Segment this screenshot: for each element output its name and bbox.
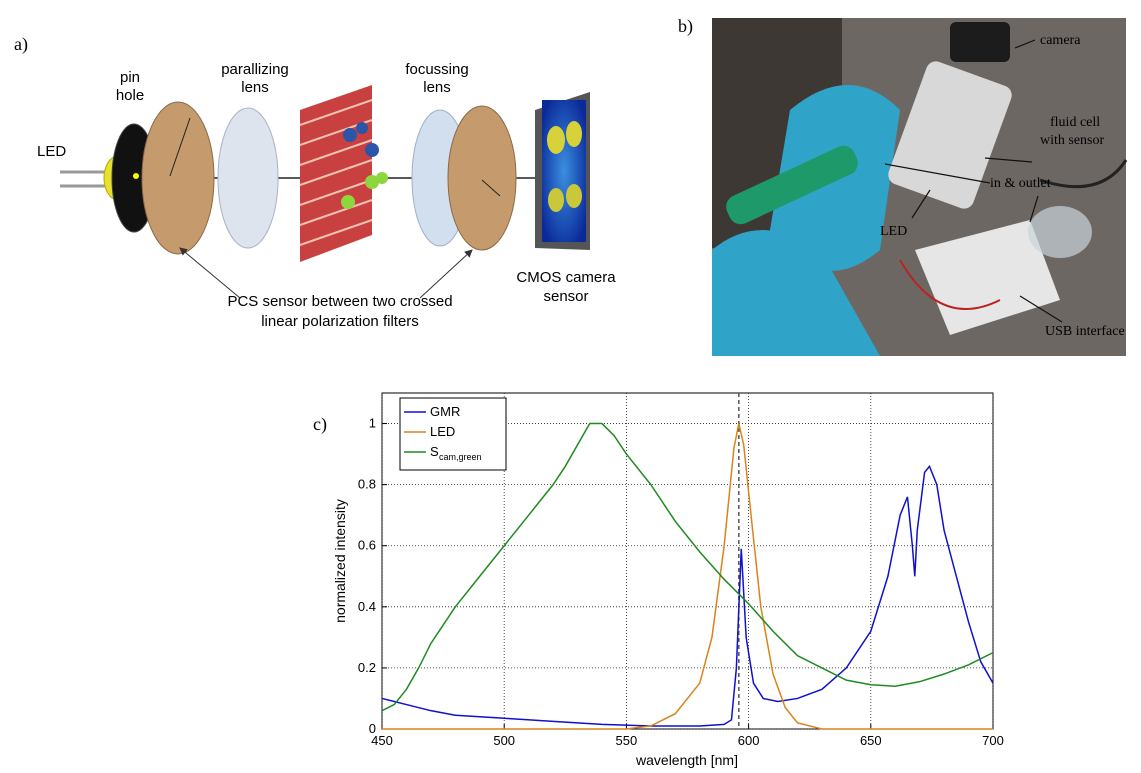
x-tick-label: 650 xyxy=(860,733,882,748)
diagram-label: linear polarization filters xyxy=(261,313,419,330)
x-tick-label: 700 xyxy=(982,733,1004,748)
legend-label: GMR xyxy=(430,404,460,419)
legend-label: LED xyxy=(430,424,455,439)
photo-label: with sensor xyxy=(1040,133,1105,148)
legend-subscript: cam,green xyxy=(439,452,482,462)
panel-label: c) xyxy=(313,414,327,435)
diagram-label: pin xyxy=(120,69,140,86)
diagram-label: CMOS camera xyxy=(516,269,616,286)
diagram-label: lens xyxy=(423,79,451,96)
y-tick-label: 1 xyxy=(369,416,376,431)
y-tick-label: 0 xyxy=(369,721,376,736)
diagram-label: hole xyxy=(116,87,144,104)
x-tick-label: 550 xyxy=(616,733,638,748)
diagram-label: PCS sensor between two crossed xyxy=(227,293,452,310)
legend-label: S xyxy=(430,444,439,459)
x-axis-label: wavelength [nm] xyxy=(635,752,738,768)
diagram-label: parallizing xyxy=(221,61,289,78)
photo-label: in & outlet xyxy=(990,176,1051,191)
diagram-label: LED xyxy=(37,143,66,160)
panel-label: a) xyxy=(14,34,28,55)
y-tick-label: 0.4 xyxy=(358,599,376,614)
photo-label: camera xyxy=(1040,33,1081,48)
y-tick-label: 0.2 xyxy=(358,660,376,675)
x-tick-label: 600 xyxy=(738,733,760,748)
photo-label: USB interface xyxy=(1045,324,1125,339)
diagram-label: lens xyxy=(241,79,269,96)
panel-label: b) xyxy=(678,16,693,37)
y-tick-label: 0.8 xyxy=(358,477,376,492)
diagram: LED pin hole parallizing lens focussing … xyxy=(37,61,616,330)
chart: wavelength [nm] normalized intensity 450… xyxy=(332,393,1004,768)
photo-label: fluid cell xyxy=(1050,115,1100,130)
diagram-label: focussing xyxy=(405,61,468,78)
y-tick-label: 0.6 xyxy=(358,538,376,553)
figure: a) b) c) LED pin hole parallizing xyxy=(0,0,1141,773)
diagram-label: sensor xyxy=(543,288,588,305)
x-tick-label: 500 xyxy=(493,733,515,748)
photo-label: LED xyxy=(880,224,907,239)
y-axis-label: normalized intensity xyxy=(332,499,348,623)
photo: camera fluid cell with sensor in & outle… xyxy=(712,18,1126,356)
